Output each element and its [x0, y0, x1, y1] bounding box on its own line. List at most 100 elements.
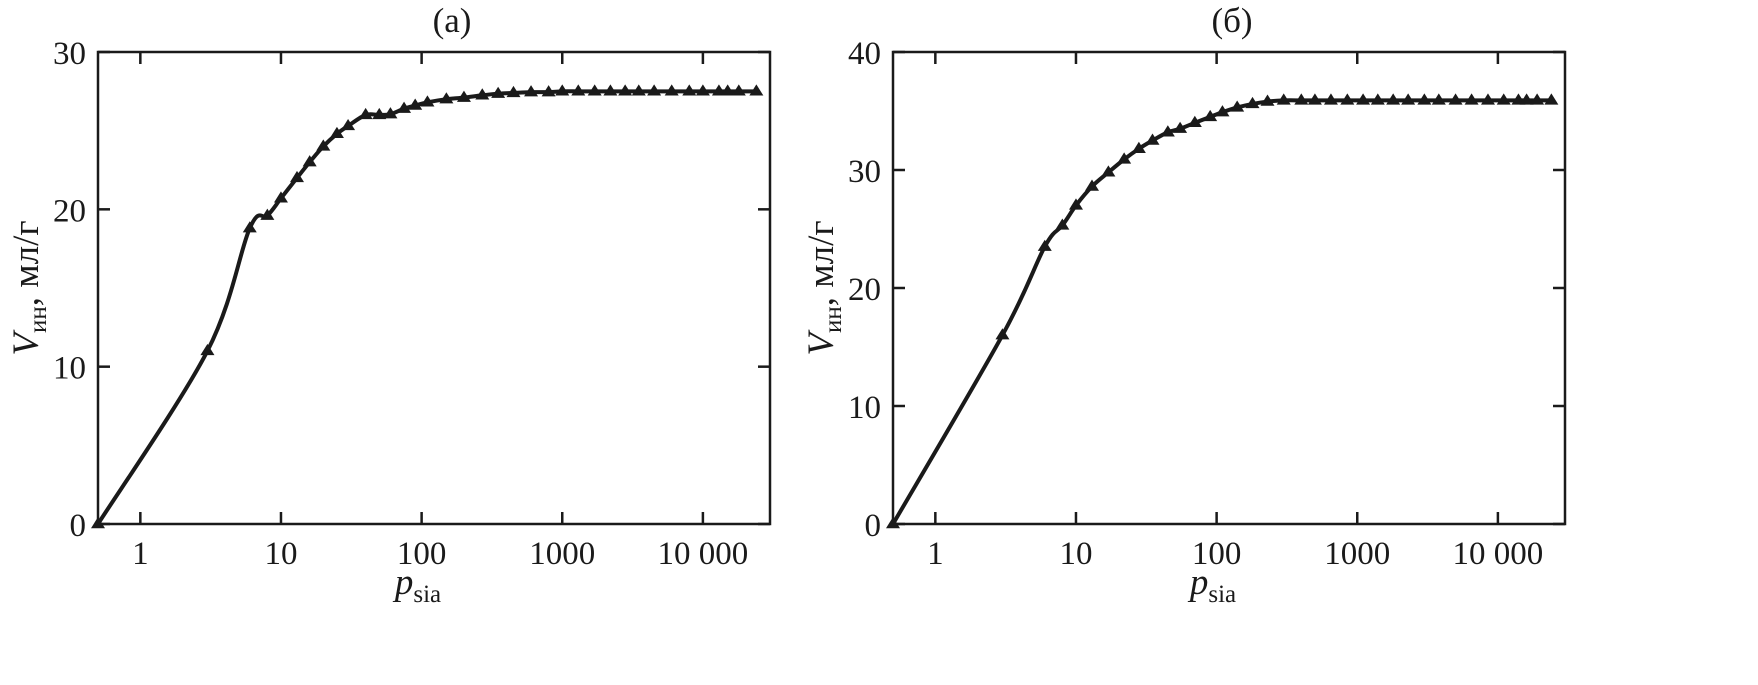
data-point-b: [1480, 93, 1495, 105]
data-point-b: [1464, 93, 1479, 105]
panel-title-b: (б): [1211, 1, 1252, 40]
data-point-b: [1101, 165, 1116, 177]
data-point-b: [1117, 152, 1132, 164]
data-point-b: [1203, 109, 1218, 122]
data-point-a: [302, 155, 317, 167]
x-axis-label-sub-b: sia: [1208, 581, 1236, 608]
data-point-a: [456, 90, 471, 102]
axis-ticks-b: [893, 50, 1565, 526]
y-tick-labels-b: 0 10 20 30 40: [848, 36, 881, 544]
data-point-a: [720, 84, 735, 96]
plot-frame-b: [891, 50, 1567, 526]
data-point-a: [439, 92, 454, 104]
data-point-b: [1037, 239, 1052, 251]
y-tick-label-b: 40: [848, 36, 881, 72]
data-point-a: [273, 191, 288, 203]
y-tick-label-b: 20: [848, 272, 881, 308]
x-axis-label-sub-a: sia: [413, 581, 441, 608]
data-point-b: [995, 328, 1010, 340]
data-point-b: [1230, 100, 1245, 112]
data-point-a: [260, 208, 275, 220]
data-point-a: [631, 84, 646, 96]
data-point-a: [358, 107, 373, 120]
data-point-a: [603, 84, 618, 96]
y-axis-label-unit-a: , мл/г: [6, 220, 47, 306]
data-point-b: [1173, 121, 1188, 133]
x-tick-labels-b: 1 10 100 1000 10 000: [927, 536, 1543, 572]
x-tick-label-b: 10: [1059, 536, 1092, 572]
data-point-a: [341, 118, 356, 131]
x-tick-label-a: 10 000: [658, 536, 749, 572]
y-axis-label-a: Vин, мл/г: [6, 220, 52, 355]
y-axis-label-sub-b: ин: [820, 306, 847, 333]
data-point-b: [1055, 218, 1070, 230]
x-tick-label-a: 10: [264, 536, 297, 572]
y-tick-label-a: 30: [53, 36, 86, 72]
data-point-a: [524, 85, 539, 97]
data-point-a: [383, 107, 398, 119]
data-point-a: [290, 170, 305, 183]
data-point-b: [1307, 93, 1322, 105]
x-tick-label-a: 100: [397, 536, 447, 572]
data-point-b: [1260, 94, 1275, 106]
y-tick-label-b: 0: [865, 508, 882, 544]
y-axis-label-main-b: V: [801, 329, 842, 356]
panel-b: (б) 1 10 100 1000 10 000 0 10 20 30 40 psia Vин,…: [801, 1, 1567, 608]
data-point-b: [1370, 93, 1385, 105]
y-tick-label-b: 30: [848, 154, 881, 190]
data-point-a: [329, 126, 344, 139]
x-tick-labels-a: 1 10 100 1000 10 000: [132, 536, 748, 572]
axis-ticks-a: [98, 50, 770, 526]
data-point-a: [587, 84, 602, 96]
data-point-a: [397, 101, 412, 113]
data-point-b: [1068, 198, 1083, 210]
data-point-b: [1245, 96, 1260, 109]
series-markers-b: [886, 93, 1559, 529]
y-tick-label-b: 10: [848, 390, 881, 426]
data-point-b: [1356, 93, 1371, 105]
data-point-a: [664, 84, 679, 96]
data-point-a: [749, 84, 764, 96]
data-point-a: [695, 84, 710, 96]
data-point-b: [1145, 133, 1160, 145]
series-line-a: [96, 89, 759, 526]
y-axis-label-b: Vин, мл/г: [801, 220, 847, 355]
x-tick-label-b: 1: [927, 536, 944, 572]
x-tick-label-b: 10 000: [1453, 536, 1544, 572]
data-point-a: [555, 84, 570, 96]
data-point-a: [491, 86, 506, 98]
data-point-a: [91, 517, 105, 529]
y-tick-label-a: 10: [53, 351, 86, 387]
data-point-a: [618, 84, 633, 96]
data-point-b: [1448, 93, 1463, 105]
y-tick-label-a: 20: [53, 193, 86, 229]
panel-title-a: (а): [433, 1, 472, 40]
x-tick-label-b: 100: [1192, 536, 1242, 572]
y-tick-label-a: 0: [70, 508, 87, 544]
data-point-a: [571, 84, 586, 96]
y-axis-label-unit-b: , мл/г: [801, 220, 842, 306]
data-point-a: [316, 139, 331, 151]
data-point-b: [1496, 93, 1511, 105]
x-axis-label-main-a: p: [392, 562, 414, 603]
data-point-b: [886, 517, 900, 529]
data-point-a: [506, 85, 521, 98]
x-tick-label-a: 1000: [529, 536, 595, 572]
data-point-b: [1160, 125, 1175, 137]
x-tick-label-b: 1000: [1324, 536, 1390, 572]
data-point-a: [541, 85, 556, 97]
plot-frame-a: [96, 50, 772, 526]
y-axis-label-sub-a: ин: [25, 306, 52, 333]
x-axis-label-a: psia: [392, 562, 441, 608]
data-point-a: [420, 95, 435, 107]
data-point-a: [731, 84, 746, 96]
data-point-a: [682, 84, 697, 96]
panel-a: (а) 1 10 100 1000 10 000 0 10 20 30 psia Vин, м…: [6, 1, 772, 608]
data-point-b: [1544, 93, 1559, 105]
data-point-b: [1276, 93, 1291, 105]
data-point-b: [1519, 93, 1534, 105]
data-point-a: [647, 84, 662, 96]
x-axis-label-b: psia: [1187, 562, 1236, 608]
data-point-a: [475, 88, 490, 100]
